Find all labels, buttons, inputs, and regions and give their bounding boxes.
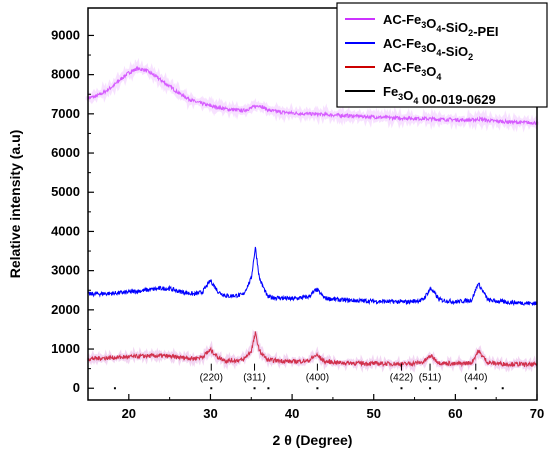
- series-halo-2: [86, 329, 539, 374]
- legend-subscript: 3: [421, 44, 426, 54]
- legend-subscript: 4: [436, 24, 441, 34]
- reference-peak-mark: [210, 387, 213, 390]
- reference-peak-mark: [429, 387, 432, 390]
- legend-text-part: O: [426, 16, 436, 31]
- y-tick-label: 0: [73, 380, 80, 395]
- x-tick-label: 30: [203, 406, 217, 421]
- y-tick-label: 8000: [51, 67, 80, 82]
- peak-label: (511): [419, 372, 442, 383]
- legend-subscript: 2: [468, 28, 473, 38]
- y-tick-label: 1000: [51, 341, 80, 356]
- reference-peak-mark: [316, 387, 319, 390]
- legend-text-part: AC-Fe: [383, 12, 421, 27]
- reference-peak-mark: [113, 387, 116, 390]
- legend-label: AC-Fe3O4-SiO2-PEI: [383, 12, 498, 39]
- x-tick-label: 60: [448, 406, 462, 421]
- reference-peak-mark: [267, 387, 270, 390]
- legend-subscript: 4: [436, 48, 441, 58]
- legend-subscript: 3: [398, 92, 403, 102]
- legend-box: [336, 2, 548, 108]
- legend-text-part: O: [426, 64, 436, 79]
- plot-area: (220) (311) (400) (422) (511) (440): [85, 57, 540, 390]
- y-tick-label: 5000: [51, 184, 80, 199]
- y-tick-label: 9000: [51, 27, 80, 42]
- x-tick-label: 70: [530, 406, 544, 421]
- peak-label: (220): [200, 372, 223, 383]
- legend-subscript: 2: [468, 52, 473, 62]
- legend-text-part: AC-Fe: [383, 60, 421, 75]
- peak-label: (440): [464, 372, 487, 383]
- y-tick-label: 6000: [51, 145, 80, 160]
- reference-peak-mark: [474, 387, 477, 390]
- legend-subscript: 3: [421, 20, 426, 30]
- reference-peak-mark: [501, 387, 504, 390]
- legend-text-part: -PEI: [473, 24, 498, 39]
- reference-peak-mark: [400, 387, 403, 390]
- x-axis-title: 2 θ (Degree): [273, 432, 353, 448]
- legend-subscript: 4: [436, 72, 441, 82]
- axes: 20 30 40 50 60 70 0 1000 2000 3000 4000 5000 6000 700…: [51, 7, 544, 421]
- y-tick-label: 4000: [51, 223, 80, 238]
- legend-subscript: 3: [421, 68, 426, 78]
- legend-text-part: O: [426, 40, 436, 55]
- series-line-0: [87, 65, 538, 126]
- x-tick-label: 50: [366, 406, 380, 421]
- series-line-1: [87, 246, 538, 307]
- legend-label: AC-Fe3O4: [383, 60, 441, 82]
- x-tick-label: 40: [285, 406, 299, 421]
- legend-label: Fe3O4 00-019-0629: [383, 84, 496, 107]
- series-line-2: [87, 331, 538, 368]
- y-axis-title: Relative intensity (a.u): [7, 130, 23, 279]
- legend-text-part: Fe: [383, 84, 398, 99]
- legend: AC-Fe3O4-SiO2-PEIAC-Fe3O4-SiO2AC-Fe3O4Fe…: [336, 2, 548, 108]
- y-tick-label: 3000: [51, 263, 80, 278]
- y-tick-label: 7000: [51, 106, 80, 121]
- peak-label: (311): [243, 372, 266, 383]
- x-tick-label: 20: [122, 406, 136, 421]
- series-halo-0: [85, 57, 540, 133]
- reference-peak-mark: [253, 387, 256, 390]
- legend-text-part: O: [403, 88, 413, 103]
- legend-subscript: 4: [413, 96, 418, 106]
- peak-label: (422): [390, 372, 413, 383]
- legend-text-part: 00-019-0629: [418, 92, 495, 107]
- legend-label: AC-Fe3O4-SiO2: [383, 36, 473, 62]
- peak-label: (400): [306, 372, 329, 383]
- legend-text-part: -SiO: [441, 44, 468, 59]
- legend-text-part: -SiO: [441, 20, 468, 35]
- plot-frame: [87, 7, 538, 401]
- legend-text-part: AC-Fe: [383, 36, 421, 51]
- y-tick-label: 2000: [51, 302, 80, 317]
